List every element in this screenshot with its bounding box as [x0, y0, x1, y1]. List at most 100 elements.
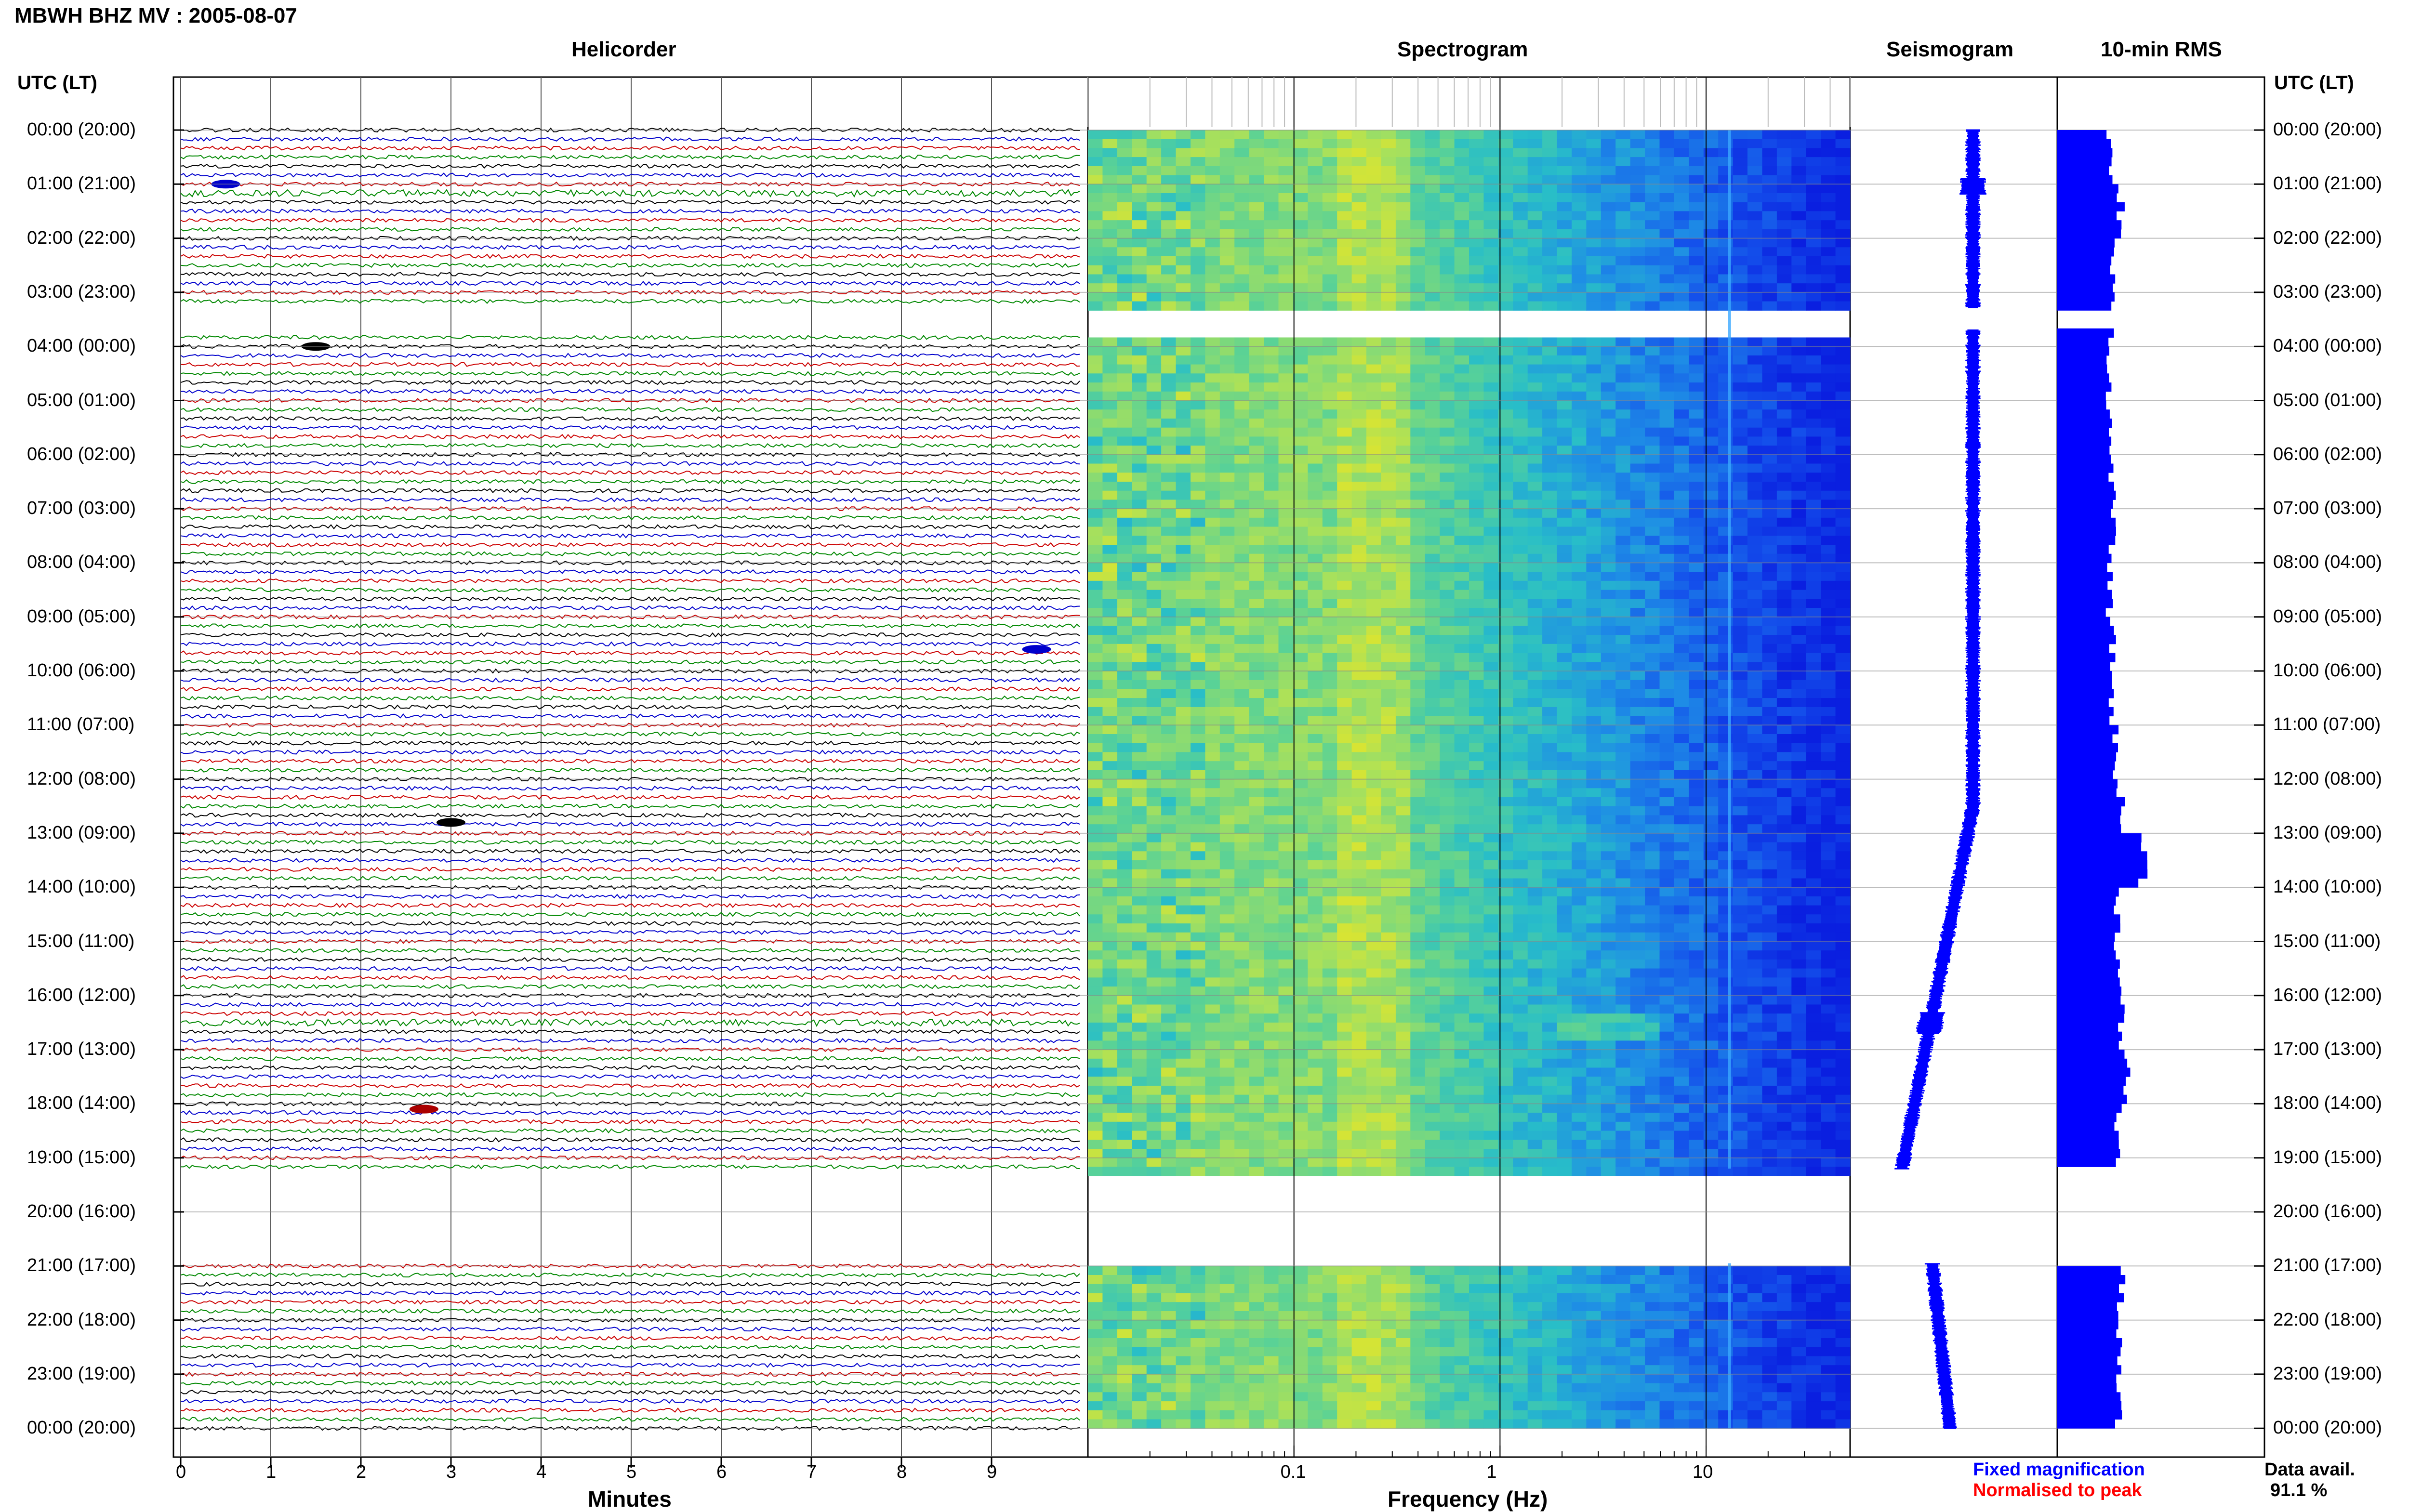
spectrogram-cell — [1264, 509, 1279, 518]
spectrogram-cell — [1835, 229, 1851, 239]
spectrogram-cell — [1351, 869, 1367, 879]
spectrogram-cell — [1395, 941, 1411, 951]
spectrogram-cell — [1776, 662, 1792, 671]
spectrogram-cell — [1542, 950, 1558, 960]
spectrogram-cell — [1351, 256, 1367, 266]
spectrogram-cell — [1249, 517, 1264, 527]
spectrogram-cell — [1469, 653, 1484, 662]
spectrogram-cell — [1821, 941, 1836, 951]
spectrogram-cell — [1586, 797, 1602, 807]
helicorder-trace — [180, 650, 1080, 656]
spectrogram-cell — [1322, 608, 1337, 618]
spectrogram-cell — [1308, 815, 1323, 825]
spectrogram-cell — [1645, 283, 1660, 293]
spectrogram-cell — [1586, 914, 1602, 924]
spectrogram-cell — [1337, 436, 1352, 446]
spectrogram-cell — [1703, 842, 1719, 852]
spectrogram-cell — [1205, 427, 1220, 437]
spectrogram-cell — [1191, 986, 1205, 996]
spectrogram-cell — [1249, 373, 1264, 383]
spectrogram-cell — [1498, 788, 1513, 798]
spectrogram-cell — [1293, 526, 1308, 536]
spectrogram-cell — [1615, 779, 1631, 789]
helicorder-trace — [180, 857, 1080, 863]
spectrogram-cell — [1733, 752, 1748, 762]
spectrogram-cell — [1557, 743, 1572, 752]
spectrogram-cell — [1835, 292, 1851, 302]
spectrogram-cell — [1146, 950, 1162, 960]
spectrogram-cell — [1205, 743, 1220, 752]
spectrogram-cell — [1249, 932, 1264, 942]
spectrogram-cell — [1703, 373, 1719, 383]
spectrogram-cell — [1615, 563, 1631, 572]
spectrogram-cell — [1366, 202, 1381, 211]
spectrogram-cell — [1806, 896, 1821, 906]
spectrogram-cell — [1132, 842, 1147, 852]
spectrogram-cell — [1806, 418, 1821, 428]
spectrogram-cell — [1191, 238, 1205, 248]
spectrogram-cell — [1791, 752, 1807, 762]
spectrogram-cell — [1264, 418, 1279, 428]
spectrogram-cell — [1513, 446, 1528, 455]
spectrogram-cell — [1557, 617, 1572, 626]
spectrogram-cell — [1410, 265, 1426, 275]
spectrogram-cell — [1527, 959, 1543, 969]
spectrogram-cell — [1454, 391, 1469, 401]
spectrogram-cell — [1234, 220, 1250, 230]
spectrogram-cell — [1351, 265, 1367, 275]
spectrogram-cell — [1102, 896, 1118, 906]
spectrogram-cell — [1821, 418, 1836, 428]
spectrogram-cell — [1366, 175, 1381, 184]
spectrogram-cell — [1557, 734, 1572, 744]
spectrogram-cell — [1615, 923, 1631, 933]
spectrogram-cell — [1806, 346, 1821, 356]
spectrogram-cell — [1776, 563, 1792, 572]
spectrogram-cell — [1308, 202, 1323, 211]
spectrogram-cell — [1542, 716, 1558, 725]
spectrogram-cell — [1176, 247, 1191, 257]
spectrogram-cell — [1674, 779, 1689, 789]
spectrogram-cell — [1410, 364, 1426, 374]
spectrogram-cell — [1835, 779, 1851, 789]
spectrogram-cell — [1645, 941, 1660, 951]
spectrogram-cell — [1572, 346, 1587, 356]
spectrogram-cell — [1542, 238, 1558, 248]
spectrogram-cell — [1615, 734, 1631, 744]
spectrogram-cell — [1615, 725, 1631, 735]
spectrogram-cell — [1659, 220, 1675, 230]
spectrogram-cell — [1733, 662, 1748, 671]
spectrogram-cell — [1234, 130, 1250, 140]
spectrogram-cell — [1483, 490, 1499, 500]
spectrogram-cell — [1483, 193, 1499, 203]
spectrogram-cell — [1659, 256, 1675, 266]
spectrogram-cell — [1176, 941, 1191, 951]
spectrogram-cell — [1703, 175, 1719, 184]
spectrogram-cell — [1308, 301, 1323, 311]
spectrogram-cell — [1776, 301, 1792, 311]
spectrogram-cell — [1689, 644, 1704, 654]
spectrogram-cell — [1161, 590, 1177, 599]
helicorder-trace — [180, 849, 1080, 854]
spectrogram-cell — [1117, 148, 1132, 158]
spectrogram-cell — [1278, 986, 1294, 996]
spectrogram-cell — [1454, 526, 1469, 536]
spectrogram-cell — [1674, 734, 1689, 744]
spectrogram-cell — [1674, 896, 1689, 906]
spectrogram-cell — [1278, 409, 1294, 419]
spectrogram-cell — [1161, 427, 1177, 437]
spectrogram-cell — [1146, 824, 1162, 834]
spectrogram-cell — [1381, 265, 1396, 275]
spectrogram-cell — [1132, 500, 1147, 509]
spectrogram-cell — [1366, 545, 1381, 554]
spectrogram-cell — [1308, 337, 1323, 347]
spectrogram-cell — [1586, 878, 1602, 888]
spectrogram-cell — [1454, 346, 1469, 356]
spectrogram-cell — [1234, 680, 1250, 689]
spectrogram-cell — [1410, 626, 1426, 635]
spectrogram-cell — [1703, 941, 1719, 951]
spectrogram-cell — [1117, 617, 1132, 626]
spectrogram-cell — [1102, 761, 1118, 771]
spectrogram-cell — [1366, 806, 1381, 815]
spectrogram-cell — [1542, 905, 1558, 915]
spectrogram-cell — [1410, 238, 1426, 248]
